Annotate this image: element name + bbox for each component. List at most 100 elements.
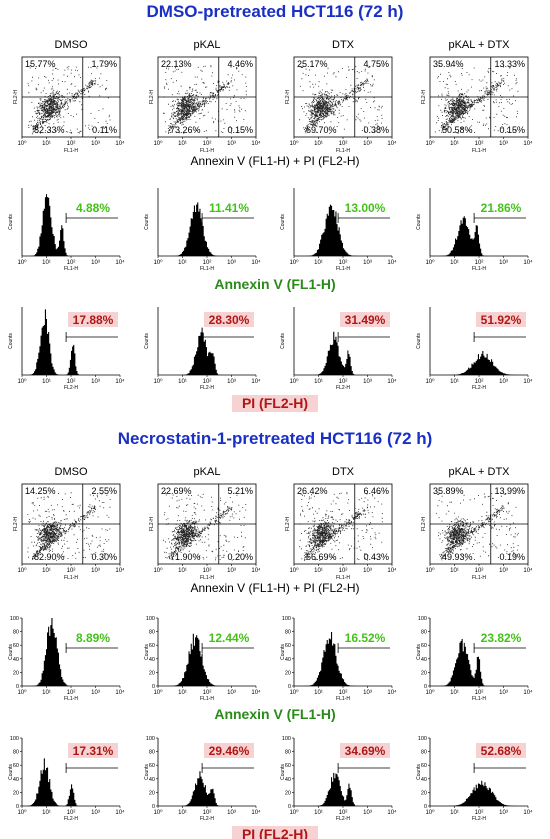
x-tick-label: 10⁴ — [115, 567, 125, 574]
histogram-panel-2: 0 20 40 60 80 100 16.52% 10⁰ 10¹ 10² 10³ 10⁴ FL1-H Co… — [280, 616, 397, 702]
x-tick-label: 10⁴ — [523, 689, 533, 696]
y-tick-label: 80 — [13, 630, 19, 636]
x-tick-label: 10² — [475, 260, 484, 266]
quadrant-lower-left: 82.33% — [34, 125, 65, 135]
histogram-panel-3: 0 20 40 60 80 100 52.68% 10⁰ 10¹ 10² 10³ 10⁴ FL2-H Co… — [416, 736, 533, 822]
y-axis-label: Counts — [416, 214, 422, 230]
histogram-bars — [294, 204, 392, 256]
y-tick-label: 60 — [285, 763, 291, 769]
histogram-bars — [22, 309, 120, 375]
row-label: Annexin V (FL1-H) + PI (FL2-H) — [190, 581, 359, 595]
quadrant-lower-left: 73.26% — [170, 125, 201, 135]
y-tick-label: 60 — [421, 643, 427, 649]
x-tick-label: 10² — [475, 810, 484, 816]
y-axis-label: FL2-H — [285, 90, 291, 104]
x-tick-label: 10¹ — [178, 260, 187, 266]
x-tick-label: 10² — [203, 379, 212, 385]
x-tick-label: 10⁴ — [251, 567, 261, 574]
x-axis-label: FL1-H — [64, 696, 78, 702]
quadrant-lower-right: 0.15% — [227, 125, 253, 135]
x-axis-label: FL1-H — [64, 148, 78, 154]
histogram-panel-2: 0 20 40 60 80 100 34.69% 10⁰ 10¹ 10² 10³ 10⁴ FL2-H Co… — [280, 736, 397, 822]
x-tick-label: 10⁴ — [251, 140, 261, 147]
histogram-panel-1: 28.30% 10⁰ 10¹ 10² 10³ 10⁴ FL2-H Counts — [144, 307, 261, 391]
x-tick-label: 10⁴ — [387, 259, 397, 266]
quadrant-upper-right: 6.46% — [363, 486, 389, 496]
gate-value: 52.68% — [481, 744, 522, 758]
quadrant-lower-left: 71.90% — [170, 552, 201, 562]
y-tick-label: 100 — [418, 616, 427, 622]
panel-name: DTX — [332, 466, 355, 478]
row-label: Annexin V (FL1-H) — [214, 276, 335, 292]
quadrant-lower-left: 66.69% — [306, 552, 337, 562]
x-tick-label: 10⁴ — [523, 809, 533, 816]
x-tick-label: 10² — [203, 690, 212, 696]
x-tick-label: 10⁴ — [523, 567, 533, 574]
gate-value: 8.89% — [76, 631, 110, 645]
y-axis-label: Counts — [416, 333, 422, 349]
y-axis-label: FL2-H — [149, 517, 155, 531]
scatter-panel-0: DMSO 14.25% 2.55% 82.90% 0.30% 10⁰ 10¹ 10² 10³ 10… — [13, 466, 125, 581]
x-axis-label: FL2-H — [336, 816, 350, 822]
gate-value: 31.49% — [345, 313, 386, 327]
histogram-bars — [158, 202, 256, 256]
x-tick-label: 10⁰ — [425, 140, 435, 147]
x-tick-label: 10² — [67, 690, 76, 696]
x-tick-label: 10⁰ — [17, 567, 27, 574]
x-axis-label: FL1-H — [336, 148, 350, 154]
y-tick-label: 100 — [282, 616, 291, 622]
x-tick-label: 10⁴ — [251, 259, 261, 266]
y-tick-label: 60 — [149, 763, 155, 769]
histogram-panel-1: 11.41% 10⁰ 10¹ 10² 10³ 10⁴ FL1-H Counts — [144, 188, 261, 272]
quadrant-upper-left: 15.77% — [25, 59, 56, 69]
x-axis-label: FL1-H — [472, 266, 486, 272]
y-tick-label: 20 — [149, 670, 155, 676]
x-tick-label: 10³ — [227, 810, 236, 816]
histogram-bars — [158, 633, 256, 686]
y-axis-label: FL2-H — [285, 517, 291, 531]
x-tick-label: 10¹ — [450, 568, 459, 574]
y-tick-label: 100 — [418, 736, 427, 742]
x-tick-label: 10³ — [91, 810, 100, 816]
x-axis-label: FL1-H — [200, 148, 214, 154]
x-axis-label: FL1-H — [64, 575, 78, 581]
x-tick-label: 10¹ — [42, 690, 51, 696]
histogram-panel-0: 0 20 40 60 80 100 17.31% 10⁰ 10¹ 10² 10³ 10⁴ FL2-H Co… — [8, 736, 125, 822]
gate-value: 51.92% — [481, 313, 522, 327]
x-tick-label: 10¹ — [178, 568, 187, 574]
x-tick-label: 10⁰ — [289, 378, 299, 385]
x-tick-label: 10⁰ — [289, 259, 299, 266]
scatter-points — [299, 492, 383, 561]
x-tick-label: 10³ — [363, 379, 372, 385]
x-tick-label: 10² — [203, 568, 212, 574]
y-axis-label: Counts — [8, 644, 14, 660]
x-tick-label: 10¹ — [42, 379, 51, 385]
x-tick-label: 10⁰ — [17, 378, 27, 385]
y-tick-label: 60 — [421, 763, 427, 769]
x-tick-label: 10⁰ — [17, 140, 27, 147]
section-title: DMSO-pretreated HCT116 (72 h) — [147, 2, 404, 21]
y-tick-label: 20 — [285, 790, 291, 796]
quadrant-upper-left: 26.42% — [297, 486, 328, 496]
x-tick-label: 10¹ — [42, 141, 51, 147]
quadrant-lower-left: 82.90% — [34, 552, 65, 562]
x-tick-label: 10⁰ — [153, 259, 163, 266]
panel-name: pKAL — [194, 39, 221, 51]
x-tick-label: 10³ — [91, 379, 100, 385]
x-tick-label: 10³ — [227, 568, 236, 574]
x-tick-label: 10⁴ — [523, 378, 533, 385]
gate-value-background — [340, 312, 390, 327]
x-tick-label: 10⁰ — [153, 567, 163, 574]
scatter-points — [435, 492, 519, 561]
x-tick-label: 10² — [339, 810, 348, 816]
gate-value: 29.46% — [209, 744, 250, 758]
x-axis-label: FL1-H — [336, 575, 350, 581]
y-tick-label: 60 — [13, 643, 19, 649]
x-axis-label: FL1-H — [336, 266, 350, 272]
x-tick-label: 10³ — [499, 690, 508, 696]
x-axis-label: FL1-H — [472, 575, 486, 581]
x-tick-label: 10⁴ — [115, 259, 125, 266]
y-tick-label: 60 — [13, 763, 19, 769]
x-tick-label: 10³ — [363, 260, 372, 266]
